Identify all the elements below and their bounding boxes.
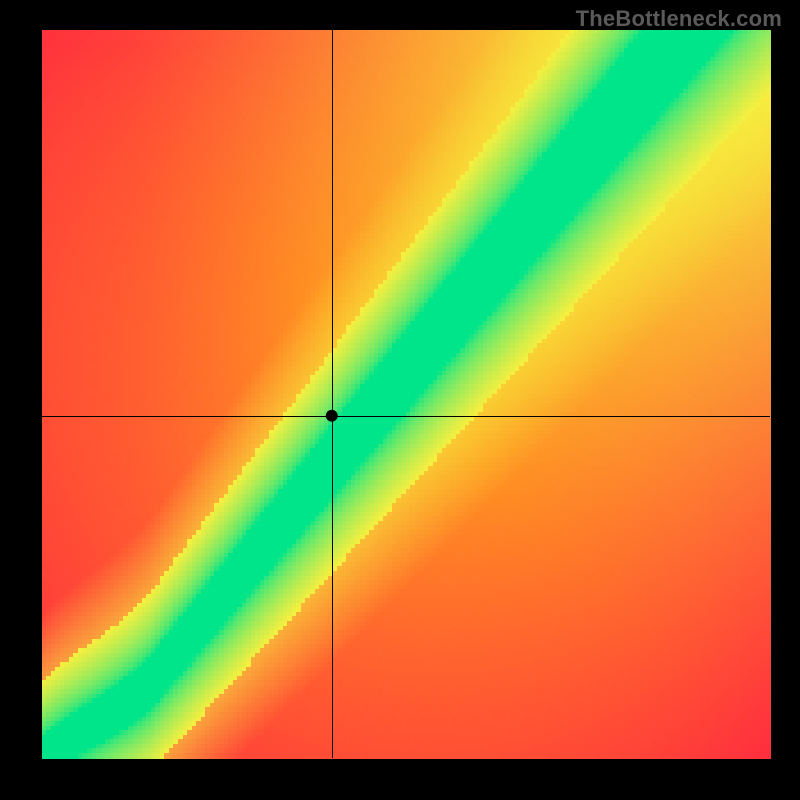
watermark-text: TheBottleneck.com <box>576 6 782 32</box>
bottleneck-heatmap <box>0 0 800 800</box>
